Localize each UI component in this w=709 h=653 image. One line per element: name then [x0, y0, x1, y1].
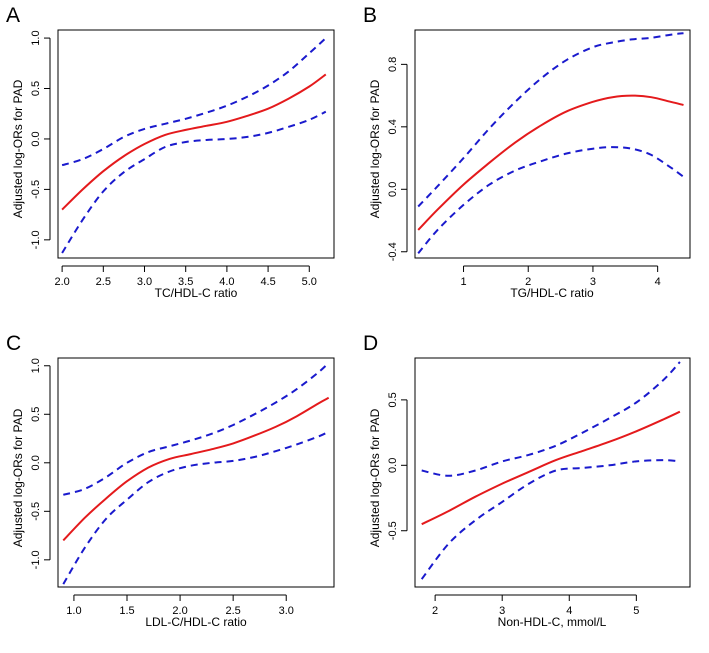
x-tick-label: 2: [432, 605, 438, 617]
panel-letter: B: [363, 4, 377, 27]
panel-a: A Adjusted log-ORs for PAD TC/HDL-C rati…: [6, 4, 335, 300]
estimate-curve: [421, 410, 681, 526]
y-tick-label: 1.0: [30, 358, 42, 373]
x-tick-label: 3.5: [178, 276, 193, 288]
x-tick-label: 4.5: [260, 276, 275, 288]
x-axis-label: LDL-C/HDL-C ratio: [145, 615, 247, 629]
ci-lower-curve: [61, 110, 327, 254]
y-tick-label: 0.0: [30, 131, 42, 146]
x-axis-label: TC/HDL-C ratio: [155, 286, 238, 300]
y-tick-label: -1.0: [30, 230, 42, 249]
x-tick-label: 5.0: [302, 276, 317, 288]
x-tick-label: 5: [633, 605, 639, 617]
y-tick-label: 1.0: [30, 30, 42, 45]
y-tick-label: 0.5: [30, 81, 42, 96]
x-tick-label: 2: [525, 276, 531, 288]
y-axis-label: Adjusted log-ORs for PAD: [368, 408, 382, 547]
x-tick-label: 2.0: [172, 605, 187, 617]
ci-upper-curve: [61, 37, 327, 167]
ci-lower-curve: [420, 459, 680, 580]
y-tick-label: 0.5: [30, 407, 42, 422]
panel-letter: A: [6, 4, 20, 27]
x-axis-label: Non-HDL-C, mmol/L: [498, 615, 607, 629]
estimate-curve: [417, 94, 684, 231]
y-tick-label: -0.5: [387, 521, 399, 540]
x-tick-label: 1.0: [66, 605, 81, 617]
y-tick-label: 0.0: [30, 455, 42, 470]
panel-d: D Adjusted log-ORs for PAD Non-HDL-C, mm…: [363, 332, 691, 629]
y-tick-label: 0.0: [387, 458, 399, 473]
y-tick-label: 0.8: [387, 57, 399, 72]
plot-frame: [57, 29, 335, 259]
ci-upper-curve: [421, 361, 681, 477]
panel-c: C Adjusted log-ORs for PAD LDL-C/HDL-C r…: [6, 332, 335, 629]
x-tick-label: 3: [590, 276, 596, 288]
x-tick-label: 1.5: [119, 605, 134, 617]
y-tick-label: -1.0: [30, 550, 42, 569]
x-tick-label: 4: [566, 605, 572, 617]
estimate-curve: [61, 73, 327, 211]
x-axis-label: TG/HDL-C ratio: [510, 286, 594, 300]
y-tick-label: 0.5: [387, 392, 399, 407]
y-tick-label: 0.0: [387, 182, 399, 197]
estimate-curve: [62, 396, 330, 542]
y-axis-label: Adjusted log-ORs for PAD: [11, 79, 25, 218]
x-tick-label: 4.0: [219, 276, 234, 288]
x-tick-label: 2.5: [96, 276, 111, 288]
x-tick-label: 3: [499, 605, 505, 617]
y-tick-label: -0.4: [387, 242, 399, 261]
panel-letter: D: [363, 332, 378, 355]
y-axis-label: Adjusted log-ORs for PAD: [368, 79, 382, 218]
ci-upper-curve: [63, 362, 330, 496]
ci-upper-curve: [417, 32, 684, 208]
plot-frame: [414, 29, 691, 259]
y-axis-label: Adjusted log-ORs for PAD: [11, 408, 25, 547]
panel-letter: C: [6, 332, 21, 355]
x-tick-label: 2.5: [226, 605, 241, 617]
ci-lower-curve: [417, 146, 685, 254]
y-tick-label: 0.4: [387, 119, 399, 134]
panel-b: B Adjusted log-ORs for PAD TG/HDL-C rati…: [363, 4, 691, 300]
ci-lower-curve: [62, 430, 330, 585]
x-tick-label: 2.0: [54, 276, 69, 288]
x-tick-label: 3.0: [137, 276, 152, 288]
x-tick-label: 4: [655, 276, 661, 288]
y-tick-label: -0.5: [30, 502, 42, 521]
x-tick-label: 1: [460, 276, 466, 288]
x-tick-label: 3.0: [279, 605, 294, 617]
plot-frame: [57, 357, 335, 588]
y-tick-label: -0.5: [30, 180, 42, 199]
plot-frame: [414, 357, 691, 588]
